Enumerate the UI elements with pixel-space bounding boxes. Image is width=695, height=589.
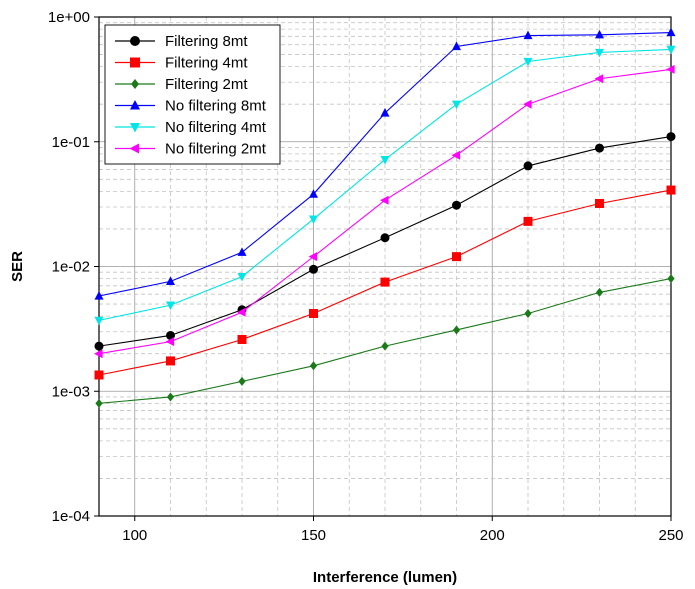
x-tick-label: 250 xyxy=(658,527,683,544)
point xyxy=(130,100,140,110)
legend-label: No filtering 2mt xyxy=(165,141,267,158)
point xyxy=(308,252,318,262)
point xyxy=(595,29,604,39)
point xyxy=(309,215,318,225)
legend-item: Filtering 2mt xyxy=(115,76,248,93)
point xyxy=(381,341,389,351)
legend-label: Filtering 4mt xyxy=(165,55,248,72)
point xyxy=(523,161,533,171)
point xyxy=(130,57,140,68)
point xyxy=(94,291,104,300)
series-3 xyxy=(95,274,675,408)
point xyxy=(237,272,247,282)
point xyxy=(666,45,676,55)
point xyxy=(94,349,103,359)
legend-item: No filtering 8mt xyxy=(115,98,267,115)
x-axis-title: Interference (lumen) xyxy=(313,569,457,586)
point xyxy=(131,79,139,89)
x-tick-label: 100 xyxy=(122,527,147,544)
series-2 xyxy=(94,185,676,380)
point xyxy=(524,308,532,318)
x-tick-label: 200 xyxy=(480,527,505,544)
point xyxy=(523,216,533,226)
point xyxy=(595,287,604,297)
point xyxy=(237,307,246,317)
y-axis-title: SER xyxy=(9,251,26,282)
axes: 100 150 200 250 1e-04 1e-03 1e-02 1e-01 1e+00 xyxy=(48,9,684,544)
point xyxy=(166,356,175,366)
point xyxy=(595,198,604,208)
point xyxy=(94,341,104,351)
legend-item: Filtering 4mt xyxy=(115,55,248,72)
legend-label: Filtering 2mt xyxy=(165,76,248,93)
point xyxy=(380,277,390,287)
series-1 xyxy=(94,132,676,351)
point xyxy=(166,392,175,402)
x-tick-label: 150 xyxy=(301,527,326,544)
point xyxy=(130,36,140,46)
point xyxy=(166,330,175,340)
legend-item: No filtering 2mt xyxy=(115,141,267,158)
y-tick-label: 1e-02 xyxy=(52,259,90,276)
point xyxy=(380,108,390,117)
point xyxy=(238,376,246,386)
series-6 xyxy=(94,64,675,359)
legend-label: Filtering 8mt xyxy=(165,33,248,50)
point xyxy=(166,276,175,285)
point xyxy=(523,30,533,40)
y-tick-label: 1e-01 xyxy=(52,134,90,151)
point xyxy=(666,185,676,195)
legend-label: No filtering 4mt xyxy=(165,119,267,136)
point xyxy=(523,99,532,109)
point xyxy=(130,123,140,133)
point xyxy=(380,155,390,165)
series-layer xyxy=(94,27,676,408)
point xyxy=(452,200,461,210)
point xyxy=(595,143,604,153)
point xyxy=(667,274,675,284)
point xyxy=(380,233,390,243)
point xyxy=(309,264,318,274)
legend-box xyxy=(104,24,281,165)
point xyxy=(380,195,389,205)
point xyxy=(129,143,139,154)
point xyxy=(166,301,175,311)
point xyxy=(309,308,318,318)
point xyxy=(595,48,604,58)
legend: Filtering 8mt Filtering 4mt Filtering 2mt N… xyxy=(104,24,281,165)
point xyxy=(237,247,247,256)
point xyxy=(452,325,461,335)
point xyxy=(452,100,461,110)
point xyxy=(666,132,676,142)
point xyxy=(309,189,318,198)
legend-label: No filtering 8mt xyxy=(165,98,267,115)
series-5 xyxy=(94,45,676,326)
legend-item: Filtering 8mt xyxy=(115,33,248,50)
y-tick-label: 1e-04 xyxy=(52,508,90,525)
point xyxy=(666,27,676,37)
point xyxy=(95,398,103,408)
point xyxy=(94,316,104,326)
point xyxy=(94,370,104,380)
y-tick-label: 1e+00 xyxy=(48,9,90,26)
point xyxy=(594,74,604,84)
point xyxy=(452,41,461,51)
legend-item: No filtering 4mt xyxy=(115,119,267,136)
point xyxy=(452,252,461,262)
series-4 xyxy=(94,27,676,300)
point xyxy=(451,150,461,160)
point xyxy=(309,361,318,371)
point xyxy=(523,57,533,67)
point xyxy=(237,334,247,344)
point xyxy=(165,337,175,347)
point xyxy=(666,64,675,74)
y-tick-label: 1e-03 xyxy=(52,383,90,400)
